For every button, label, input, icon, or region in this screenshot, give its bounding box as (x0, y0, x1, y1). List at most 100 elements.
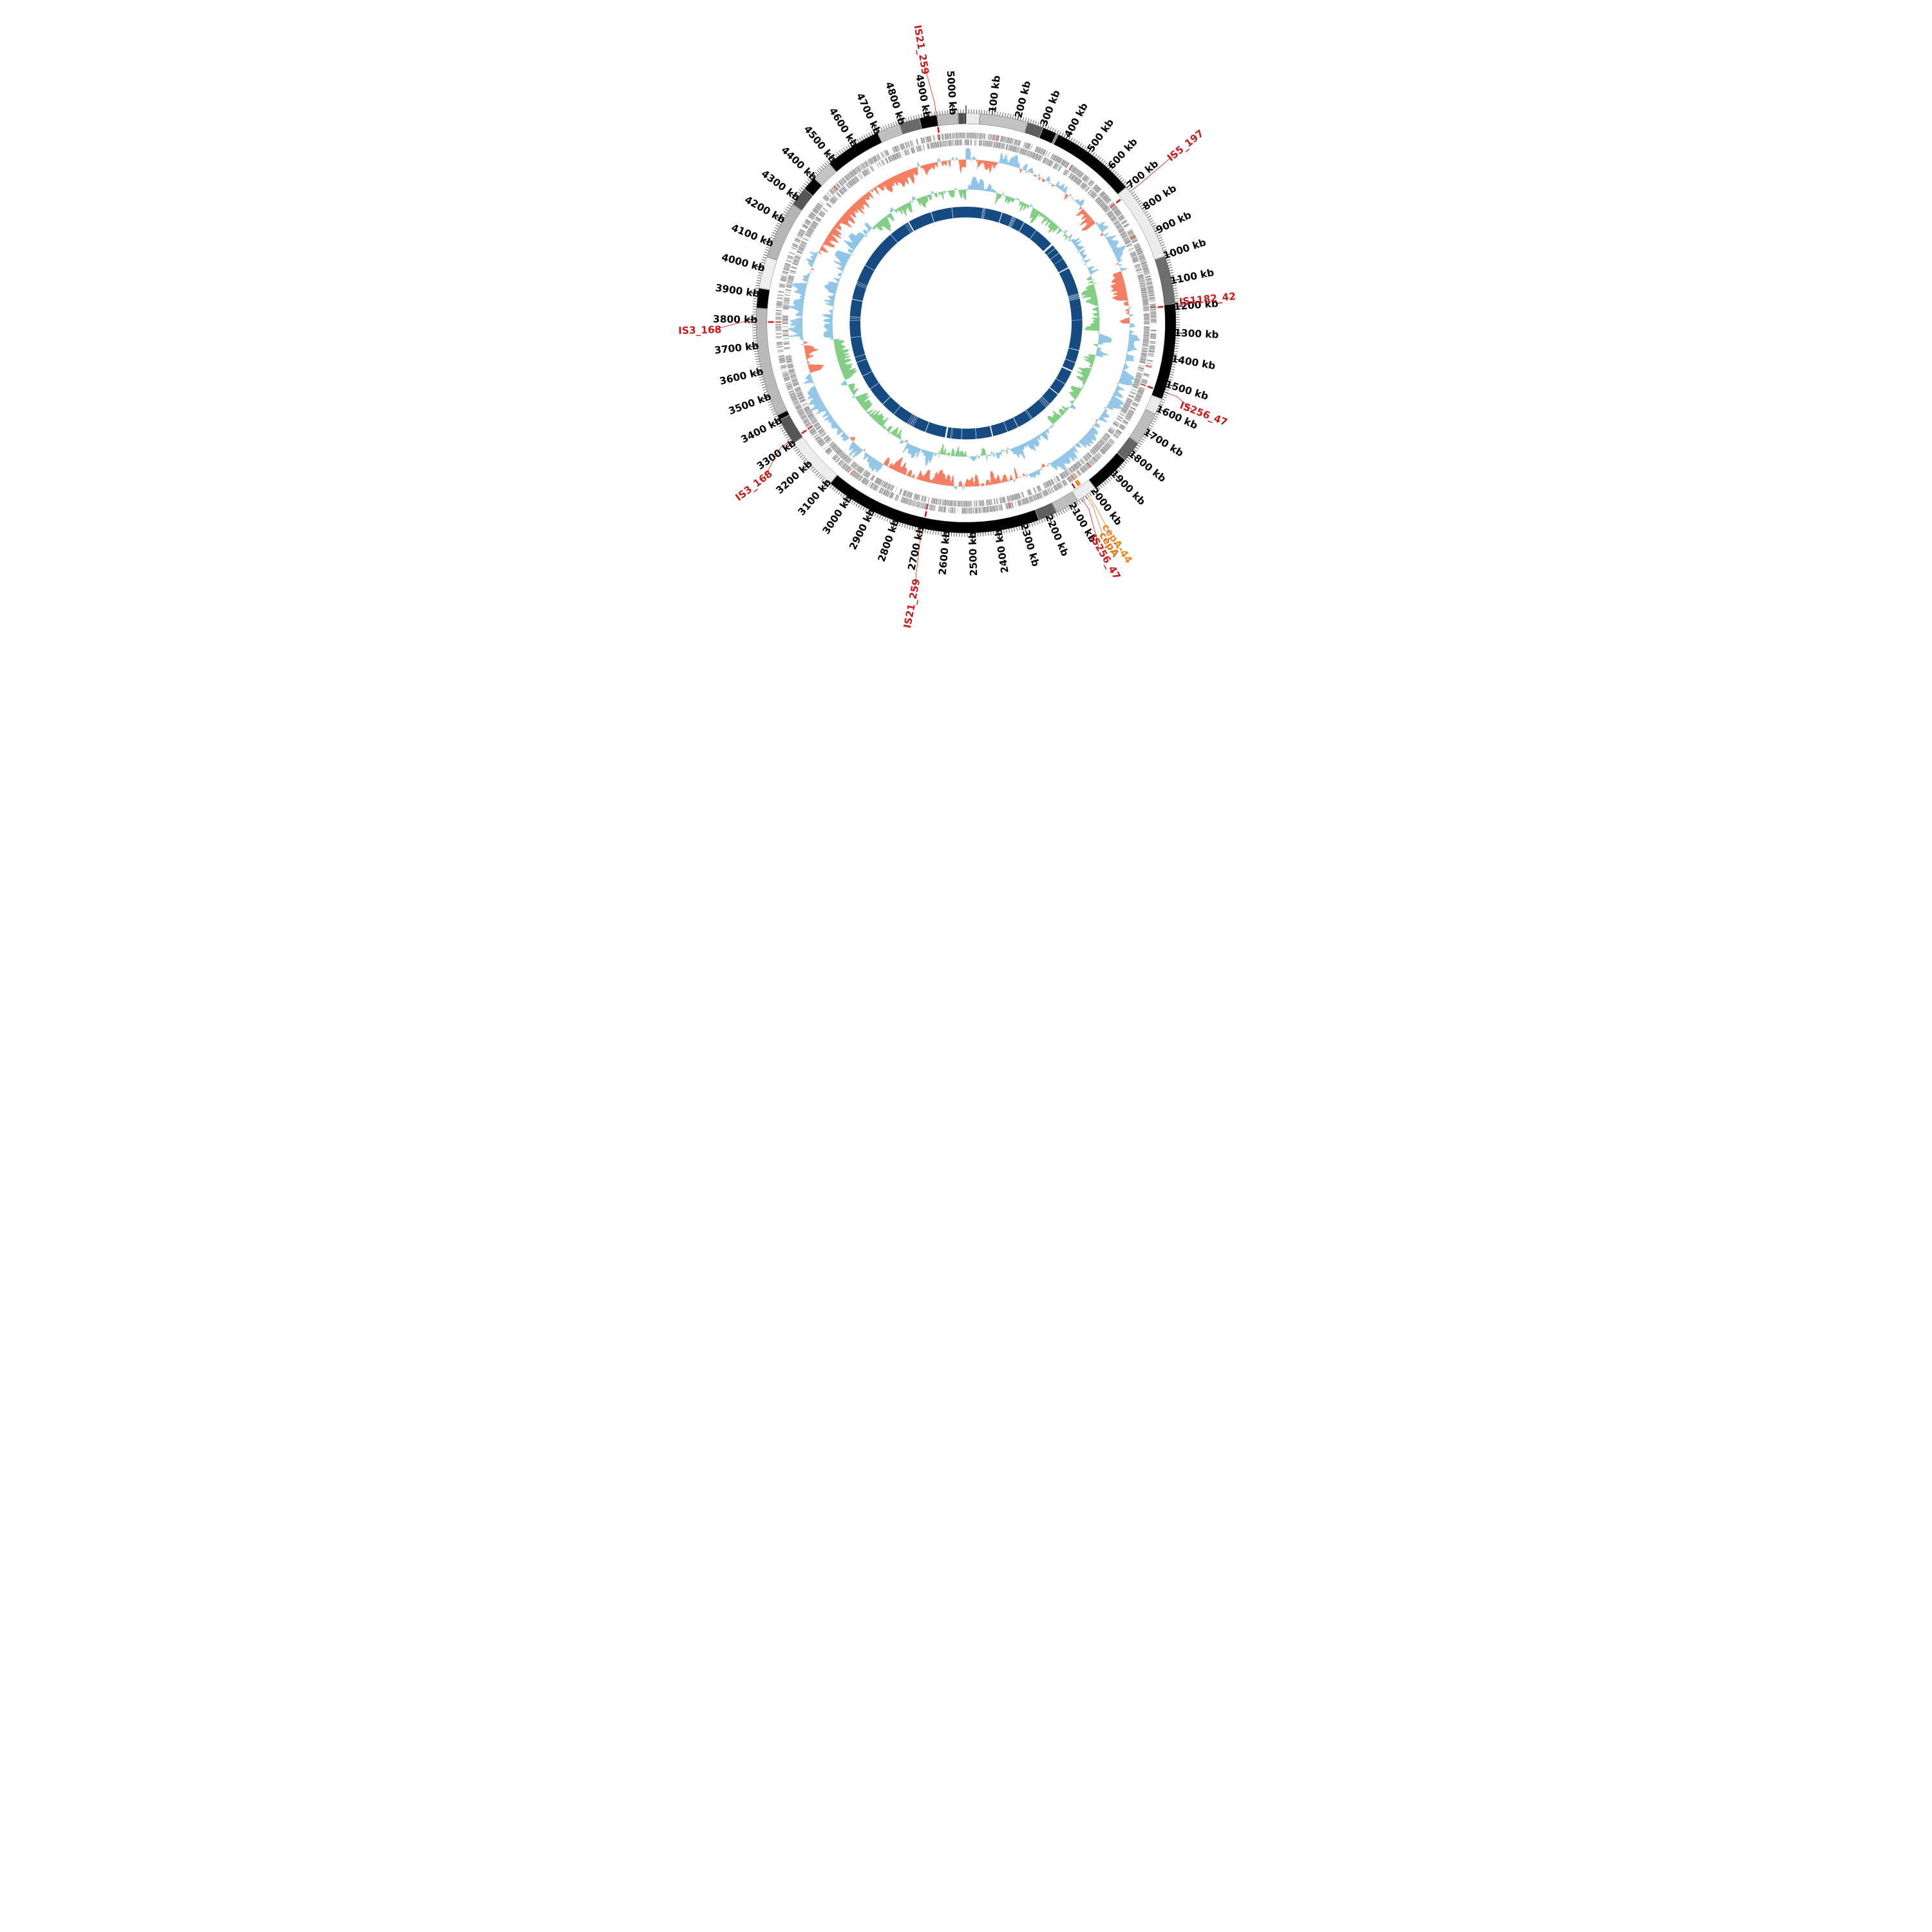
contig-segment (1039, 128, 1057, 144)
gene-tile (1135, 266, 1141, 269)
gene-tile (1137, 366, 1144, 370)
gene-tile (1094, 445, 1100, 451)
gene-tile (782, 315, 789, 317)
gene-tile (857, 166, 862, 171)
gene-tile (1099, 191, 1104, 196)
gene-tile (809, 226, 815, 231)
gene-tile (1064, 470, 1069, 477)
gene-tile (1144, 273, 1151, 276)
minor-tick (1089, 493, 1092, 497)
tick-label: 4300 kb (759, 168, 802, 204)
gene-tile (1121, 219, 1127, 223)
gene-tile (793, 401, 799, 404)
minor-tick (1001, 530, 1002, 535)
gene-tile (790, 375, 797, 379)
gc-skew-bar (996, 162, 998, 165)
gene-tile (1148, 350, 1155, 354)
gene-tile (1139, 257, 1146, 261)
gene-tile (961, 139, 963, 146)
gene-tile (902, 489, 905, 496)
gene-tile (841, 178, 846, 184)
gc-skew-bar (939, 159, 941, 162)
contig-segment (1117, 187, 1166, 260)
gene-tile (1149, 345, 1155, 348)
gene-tile (1092, 193, 1097, 198)
gene-tile (922, 137, 926, 144)
minor-tick (1072, 138, 1075, 143)
minor-tick (1156, 410, 1160, 413)
major-tick (762, 396, 770, 400)
gene-tile (1139, 284, 1146, 287)
major-tick (822, 481, 829, 488)
gene-tile (1046, 158, 1050, 166)
gc-content-bar (1092, 279, 1094, 281)
major-tick (1088, 146, 1094, 153)
gene-tile (794, 386, 800, 389)
gene-tile (1075, 462, 1081, 468)
gene-tile (1107, 441, 1112, 446)
gene-tile (1113, 220, 1119, 224)
gene-tile (992, 134, 995, 141)
gc-skew-bar (1124, 299, 1128, 301)
minor-tick (916, 527, 918, 531)
gene-tile (810, 213, 815, 218)
gene-tile (1133, 263, 1141, 267)
gene-tile (925, 137, 928, 143)
gc-skew-bar (887, 466, 889, 468)
gene-tile (782, 337, 790, 340)
gene-tile (803, 405, 810, 410)
gene-tile (961, 500, 963, 507)
gene-tile (1137, 368, 1144, 370)
gene-tile (776, 305, 782, 307)
gene-tile (848, 459, 853, 465)
gene-tile (1039, 491, 1043, 498)
minor-tick (1036, 520, 1038, 525)
gene-tile (783, 301, 790, 305)
minor-tick (770, 236, 774, 239)
gene-tile (1063, 169, 1068, 175)
gene-tile (902, 489, 907, 497)
minor-tick (1171, 366, 1175, 368)
tick-label: 200 kb (1012, 80, 1033, 119)
gene-tile (855, 465, 860, 471)
gene-tile (1083, 465, 1088, 471)
gene-tile (842, 454, 847, 460)
gene-tile (870, 157, 875, 164)
gene-tile (846, 458, 852, 464)
gene-tile (1122, 405, 1129, 410)
minor-tick (753, 303, 757, 305)
gene-tile (1150, 310, 1157, 312)
gene-tile (1043, 482, 1047, 489)
gene-tile (787, 278, 794, 281)
gene-tile (1081, 466, 1087, 472)
gene-tile (888, 484, 893, 491)
gene-tile (833, 446, 839, 452)
gene-tile (920, 502, 923, 509)
gc-content-bar (1090, 274, 1092, 275)
gene-tile (1103, 435, 1109, 440)
gene-tile (894, 146, 898, 153)
minor-tick (799, 189, 802, 193)
gene-tile (933, 504, 935, 511)
minor-tick (842, 494, 845, 498)
gene-tile (905, 498, 909, 504)
minor-tick (837, 152, 840, 156)
minor-tick (1124, 183, 1128, 186)
gene-tile (980, 500, 982, 507)
gene-tile (797, 392, 803, 396)
gene-tile (1026, 150, 1030, 157)
gene-tile (786, 281, 793, 284)
gene-tile (1000, 504, 1003, 511)
gene-tile (1068, 467, 1074, 474)
minor-tick (990, 531, 992, 536)
gene-tile (1079, 467, 1085, 474)
minor-tick (1120, 465, 1124, 468)
gene-tile (993, 141, 996, 148)
gene-tile (775, 329, 782, 331)
minor-tick (1103, 481, 1106, 485)
minor-tick (1172, 361, 1177, 363)
gene-tile (1021, 498, 1025, 506)
gene-tile (974, 139, 976, 146)
gene-tile (783, 342, 790, 344)
